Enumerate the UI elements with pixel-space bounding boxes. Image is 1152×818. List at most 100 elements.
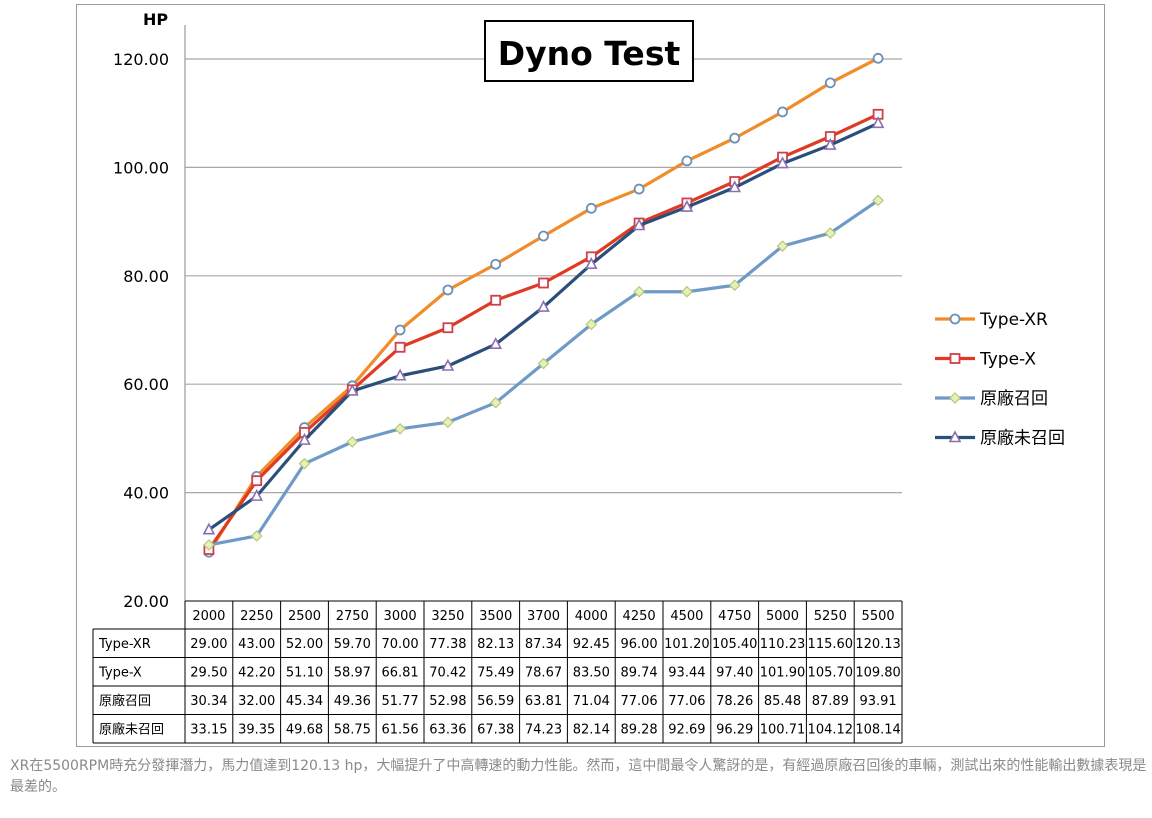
data-point [823,137,837,150]
data-label: 93.44 [668,666,705,681]
data-label: 45.34 [286,694,323,709]
chart-frame: 20.00 40.00 60.00 80.00 100.00 120.00 HP Dyno T… [76,4,1105,747]
data-label: 77.06 [668,694,705,709]
legend-marker [949,353,961,364]
data-point [632,218,646,231]
data-point [298,432,311,445]
data-label: 96.29 [716,723,753,738]
data-point [345,383,359,396]
legend-label: 原廠未召回 [980,428,1065,449]
x-tick-label: 2000 [192,609,225,624]
data-point [393,368,407,381]
data-point [441,358,455,371]
data-label: 63.81 [525,694,562,709]
data-point [633,285,645,298]
data-label: 58.97 [334,666,371,681]
data-label: 92.45 [573,637,610,652]
x-tick-label: 3000 [384,609,417,624]
data-point [681,155,693,167]
x-tick-label: 3250 [431,609,464,624]
data-label: 52.98 [429,694,466,709]
data-point [585,318,598,331]
table-series-name: 原廠未召回 [99,722,164,738]
x-tick-label: 4750 [718,609,751,624]
data-label: 63.36 [429,723,466,738]
data-label: 78.67 [525,666,562,681]
data-label: 110.23 [760,637,806,652]
legend-label: 原廠召回 [980,388,1048,409]
x-tick-label: 5250 [814,609,847,624]
chart-caption: XR在5500RPM時充分發揮潛力，馬力值達到120.13 hp，大幅提升了中高… [10,758,1147,795]
data-point [251,475,263,487]
data-label: 61.56 [381,723,418,738]
data-label: 30.34 [190,694,227,709]
x-tick-label: 5000 [766,609,799,624]
data-point [490,258,502,270]
series-line-1 [207,112,879,551]
data-label: 105.40 [712,637,758,652]
data-label: 101.20 [664,637,710,652]
legend-marker [948,430,962,443]
y-tick-label: 40.00 [123,484,169,503]
data-label: 77.06 [620,694,657,709]
table-series-name: 原廠召回 [99,693,151,709]
data-point [681,285,693,298]
data-label: 51.10 [286,666,323,681]
dyno-line-chart: 20.00 40.00 60.00 80.00 100.00 120.00 HP Dyno T… [92,10,1065,744]
data-label: 52.00 [286,637,323,652]
data-point [202,522,216,535]
y-tick-label: 60.00 [123,375,169,394]
data-point [490,294,502,306]
data-label: 101.90 [760,666,806,681]
data-label: 67.38 [477,723,514,738]
data-point [394,324,406,336]
data-point [776,240,789,252]
data-point [394,341,406,353]
table-series-name: Type-X [98,666,142,681]
data-point [585,202,597,214]
data-point [680,199,694,212]
data-point [776,156,789,169]
data-label: 49.68 [286,723,323,738]
series-line-3 [207,121,879,532]
data-point [442,322,454,334]
x-tick-label: 4250 [623,609,656,624]
legend-marker [949,392,961,404]
data-point [203,539,215,551]
data-label: 120.13 [855,637,901,652]
data-label: 85.48 [764,694,801,709]
data-label: 58.75 [334,723,371,738]
x-tick-label: 4000 [575,609,608,624]
data-point [537,357,550,370]
y-tick-label: 100.00 [113,158,169,177]
data-label: 96.00 [620,637,657,652]
data-label: 109.80 [855,666,901,681]
data-label: 56.59 [477,694,514,709]
data-label: 100.71 [760,723,806,738]
data-label: 87.89 [812,694,849,709]
table-series-name: Type-XR [98,637,151,652]
data-point [729,132,741,144]
data-point [489,396,502,409]
chart-title-box [484,20,694,82]
data-label: 89.28 [620,723,657,738]
data-point [394,422,406,435]
data-label: 39.35 [238,723,275,738]
x-tick-label: 2250 [240,609,273,624]
data-label: 51.77 [381,694,418,709]
data-label: 29.50 [190,666,227,681]
data-label: 89.74 [620,666,657,681]
data-point [298,457,311,470]
y-tick-label: 80.00 [123,267,169,286]
series-line-2 [208,199,880,547]
data-point [728,279,741,292]
data-point [346,436,359,448]
data-point [872,194,884,207]
data-label: 105.70 [808,666,854,681]
legend-label: Type-X [979,350,1036,370]
data-label: 49.36 [334,694,371,709]
data-label: 29.00 [190,637,227,652]
data-label: 43.00 [238,637,275,652]
data-label: 32.00 [238,694,275,709]
data-point [442,416,454,429]
